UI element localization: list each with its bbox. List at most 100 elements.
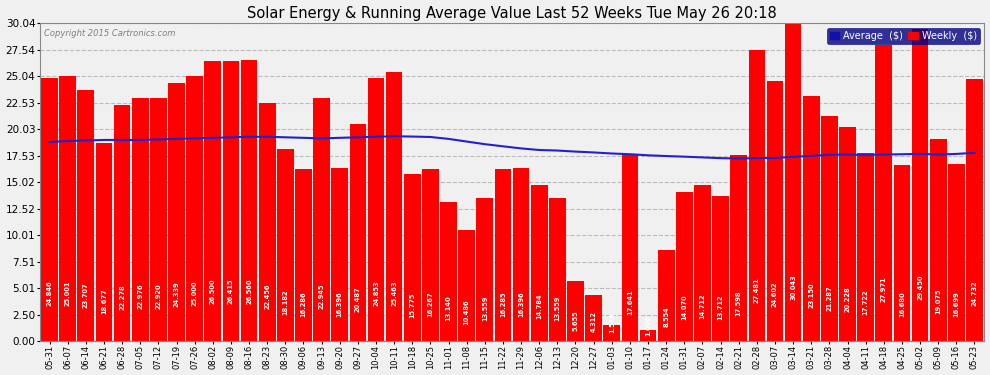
Bar [766,81,783,341]
Text: 13.712: 13.712 [718,295,724,321]
Bar [930,139,946,341]
Bar [258,104,275,341]
Text: 19.075: 19.075 [936,288,941,314]
Bar [640,330,656,341]
Bar [458,230,475,341]
Bar [441,202,457,341]
Bar [349,124,366,341]
Bar [875,45,892,341]
Bar [694,185,711,341]
Bar [332,168,348,341]
Text: 16.396: 16.396 [518,291,524,317]
Text: 24.853: 24.853 [373,281,379,306]
Text: 17.722: 17.722 [862,290,868,315]
Text: 16.267: 16.267 [428,292,434,317]
Bar [531,184,547,341]
Text: 23.707: 23.707 [83,282,89,308]
Bar [241,60,257,341]
Text: 26.415: 26.415 [228,279,234,304]
Text: 27.481: 27.481 [753,278,760,303]
Text: 14.712: 14.712 [700,294,706,319]
Text: 18.182: 18.182 [282,289,288,315]
Text: 22.278: 22.278 [119,284,125,309]
Text: 13.140: 13.140 [446,296,451,321]
Bar [476,198,493,341]
Text: 22.945: 22.945 [319,283,325,309]
Bar [513,168,530,341]
Bar [422,169,439,341]
Bar [168,84,185,341]
Bar [657,251,674,341]
Text: 16.285: 16.285 [500,292,506,317]
Text: 17.641: 17.641 [627,290,633,315]
Bar [912,29,929,341]
Text: 26.500: 26.500 [210,279,216,304]
Bar [205,61,221,341]
Text: 25.000: 25.000 [192,280,198,306]
Bar [150,99,166,341]
Text: 27.971: 27.971 [881,277,887,302]
Bar [386,72,403,341]
Bar [132,98,148,341]
Text: 16.396: 16.396 [337,291,343,317]
Text: 20.228: 20.228 [844,286,850,312]
Text: 26.560: 26.560 [247,279,252,304]
Bar [114,105,131,341]
Text: 1.529: 1.529 [609,312,615,333]
Text: 8.554: 8.554 [663,306,669,327]
Text: 29.450: 29.450 [917,275,923,300]
Text: 20.487: 20.487 [354,286,361,312]
Text: 24.339: 24.339 [173,281,179,307]
Text: 16.286: 16.286 [301,291,307,317]
Bar [622,154,639,341]
Bar [549,198,565,341]
Bar [77,90,94,341]
Bar [712,196,729,341]
Text: 1.006: 1.006 [645,315,651,336]
Text: 21.287: 21.287 [827,285,833,311]
Bar [223,62,240,341]
Text: 22.920: 22.920 [155,283,161,309]
Text: 24.846: 24.846 [47,280,52,306]
Text: 25.463: 25.463 [391,280,397,306]
Text: 18.677: 18.677 [101,288,107,314]
Bar [676,192,693,341]
Bar [604,325,620,341]
Text: 24.732: 24.732 [971,281,977,306]
Bar [367,78,384,341]
Text: 16.699: 16.699 [953,291,959,316]
Bar [785,23,802,341]
Text: 23.150: 23.150 [808,283,814,309]
Text: 13.559: 13.559 [554,295,560,321]
Bar [731,155,747,341]
Bar [59,76,76,341]
Text: 22.456: 22.456 [264,284,270,309]
Text: 13.559: 13.559 [482,295,488,321]
Text: 22.976: 22.976 [138,283,144,309]
Bar [295,169,312,341]
Bar [313,98,330,341]
Text: 14.070: 14.070 [681,294,687,320]
Bar [821,116,838,341]
Bar [567,281,584,341]
Bar [840,127,856,341]
Text: 14.784: 14.784 [537,294,543,319]
Text: 10.486: 10.486 [463,299,469,324]
Text: 5.655: 5.655 [572,310,578,331]
Legend: Average  ($), Weekly  ($): Average ($), Weekly ($) [827,28,979,44]
Text: 4.312: 4.312 [591,311,597,332]
Text: 25.001: 25.001 [64,280,70,306]
Bar [966,79,983,341]
Bar [894,165,910,341]
Bar [495,169,511,341]
Title: Solar Energy & Running Average Value Last 52 Weeks Tue May 26 20:18: Solar Energy & Running Average Value Las… [248,6,777,21]
Bar [186,76,203,341]
Bar [277,148,294,341]
Bar [585,296,602,341]
Bar [748,50,765,341]
Text: 16.680: 16.680 [899,291,905,316]
Bar [42,78,57,341]
Text: 30.043: 30.043 [790,274,796,300]
Text: 17.598: 17.598 [736,290,742,315]
Bar [857,153,874,341]
